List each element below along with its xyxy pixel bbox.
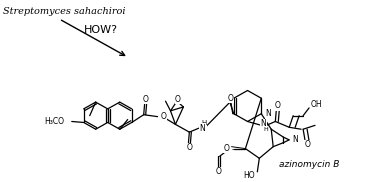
Text: O: O [186, 143, 192, 152]
Text: O: O [160, 112, 166, 121]
Text: OH: OH [311, 100, 323, 108]
Text: N: N [292, 135, 298, 144]
Text: N: N [261, 119, 266, 128]
Text: O: O [304, 140, 310, 149]
Text: azinomycin B: azinomycin B [279, 160, 340, 169]
Text: N: N [199, 124, 205, 133]
Text: N: N [265, 109, 271, 118]
Text: HO: HO [244, 171, 255, 180]
Text: O: O [216, 167, 221, 176]
Text: HOW?: HOW? [84, 25, 118, 35]
Text: O: O [224, 144, 230, 153]
Text: O: O [228, 94, 234, 103]
Text: Streptomyces sahachiroi: Streptomyces sahachiroi [3, 7, 126, 16]
Text: O: O [175, 95, 181, 104]
Text: O: O [143, 95, 148, 104]
Text: O: O [275, 102, 280, 110]
Text: H: H [202, 120, 207, 126]
Text: H₃CO: H₃CO [44, 117, 64, 126]
Text: H: H [263, 127, 268, 132]
